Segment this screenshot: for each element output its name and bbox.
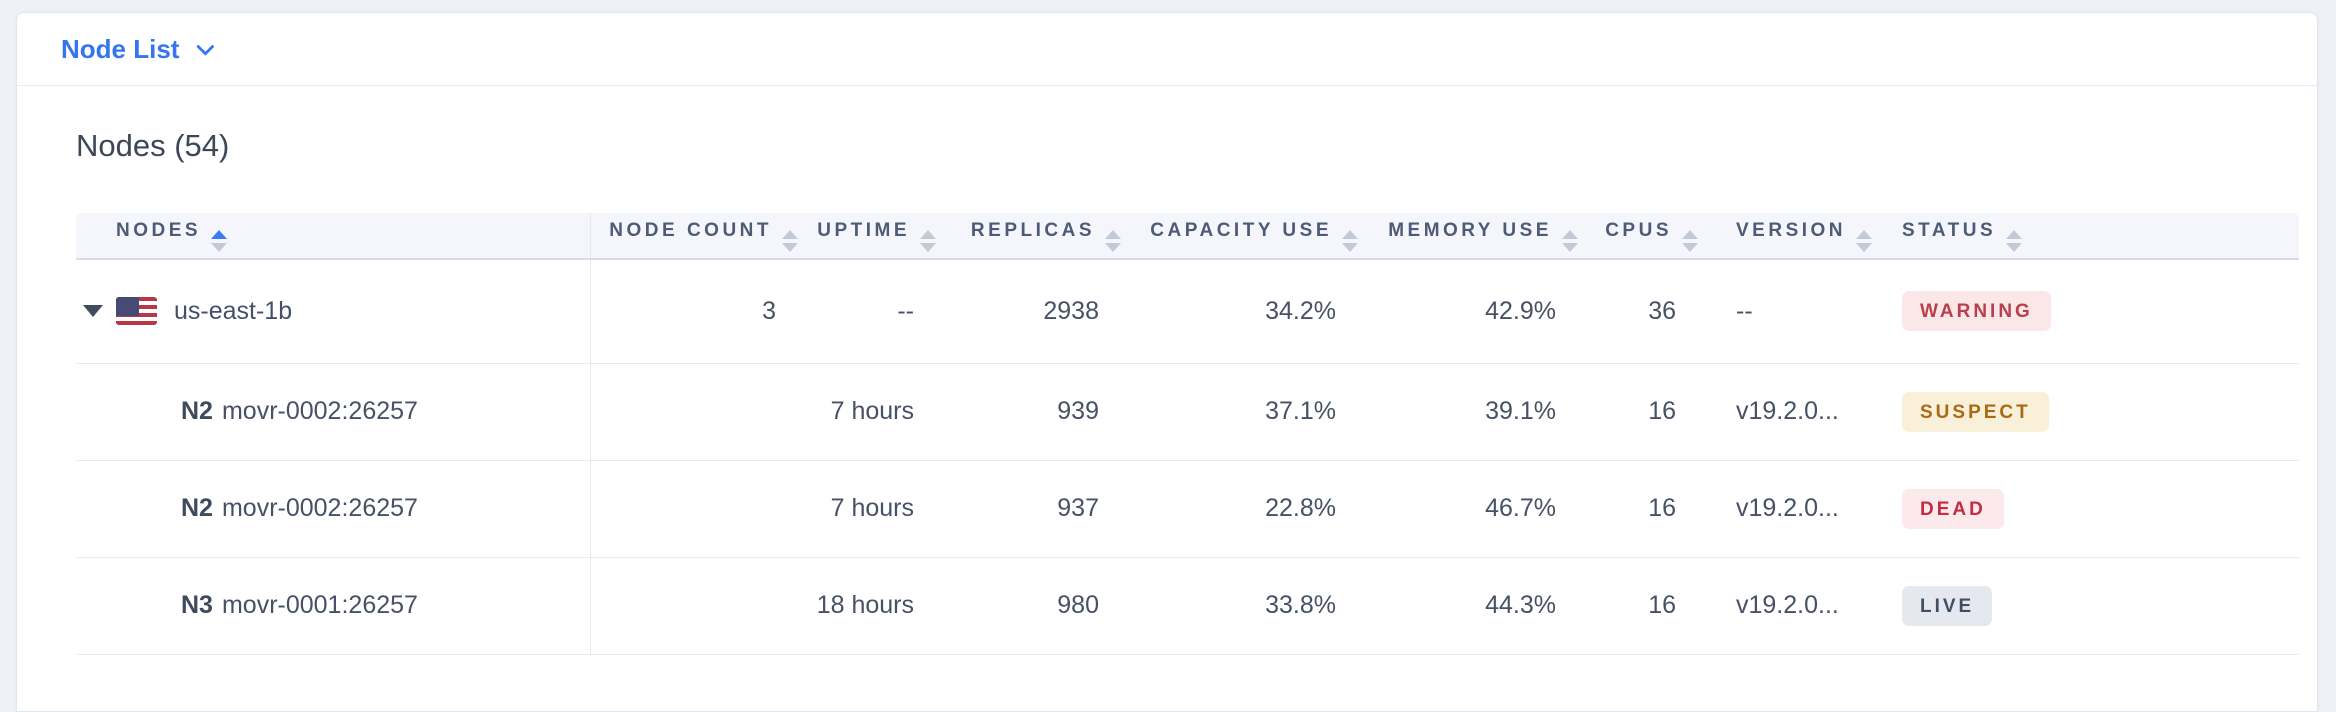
sort-icon xyxy=(1682,229,1698,252)
table-row-region: us-east-1b 3 -- 2938 34.2% 42.9% 36 -- W… xyxy=(76,259,2299,364)
cell-replicas: 980 xyxy=(939,557,1124,655)
cell-version: v19.2.0... xyxy=(1701,363,1881,461)
table-row-node: N2 movr-0002:26257 7 hours 939 37.1% 39.1… xyxy=(76,363,2299,461)
sort-icon xyxy=(2006,229,2023,252)
cell-replicas: 2938 xyxy=(939,259,1124,364)
cell-capacity-use: 22.8% xyxy=(1124,460,1361,558)
node-address[interactable]: movr-0002:26257 xyxy=(221,494,418,522)
sort-icon xyxy=(1105,229,1121,252)
column-header-nodes[interactable]: NODES xyxy=(76,213,591,260)
cell-replicas: 939 xyxy=(939,363,1124,461)
cell-memory-use: 44.3% xyxy=(1361,557,1581,655)
cell-node-count xyxy=(590,557,801,655)
node-id-link[interactable]: N2 xyxy=(181,494,213,522)
cell-version: v19.2.0... xyxy=(1701,460,1881,558)
column-header-uptime[interactable]: UPTIME xyxy=(801,213,939,260)
sort-icon xyxy=(1342,229,1358,252)
nodes-table: NODES NODE COUNT UPTIME REPLICAS CAPACIT… xyxy=(76,213,2299,655)
view-switcher-dropdown[interactable]: Node List xyxy=(61,33,215,65)
node-address[interactable]: movr-0001:26257 xyxy=(221,591,418,619)
cell-capacity-use: 37.1% xyxy=(1124,363,1361,461)
column-header-node-count[interactable]: NODE COUNT xyxy=(590,213,801,260)
cell-node-count: 3 xyxy=(590,259,801,364)
card-header: Node List xyxy=(17,13,2317,86)
cell-uptime: -- xyxy=(801,259,939,364)
cell-cpus: 16 xyxy=(1581,557,1701,655)
sort-icon xyxy=(1856,229,1873,252)
column-header-status[interactable]: STATUS xyxy=(1881,213,2299,260)
column-header-replicas[interactable]: REPLICAS xyxy=(939,213,1124,260)
sort-icon xyxy=(920,229,936,252)
cell-memory-use: 46.7% xyxy=(1361,460,1581,558)
cell-memory-use: 39.1% xyxy=(1361,363,1581,461)
region-name: us-east-1b xyxy=(174,296,293,325)
column-header-version[interactable]: VERSION xyxy=(1701,213,1881,260)
cell-version: -- xyxy=(1701,259,1881,364)
column-header-cpus[interactable]: CPUS xyxy=(1581,213,1701,260)
node-address[interactable]: movr-0002:26257 xyxy=(221,397,418,425)
cell-memory-use: 42.9% xyxy=(1361,259,1581,364)
view-switcher-label: Node List xyxy=(61,33,180,64)
status-badge: WARNING xyxy=(1902,291,2051,332)
table-header-row: NODES NODE COUNT UPTIME REPLICAS CAPACIT… xyxy=(76,213,2299,260)
cell-replicas: 937 xyxy=(939,460,1124,558)
cell-uptime: 7 hours xyxy=(801,460,939,558)
sort-icon xyxy=(211,229,228,252)
status-badge: LIVE xyxy=(1902,585,1993,626)
cell-node-count xyxy=(590,363,801,461)
status-badge: SUSPECT xyxy=(1902,391,2049,432)
card-body: Nodes (54) NODES NODE COUNT UPTIME xyxy=(17,86,2317,655)
table-row-node: N3 movr-0001:26257 18 hours 980 33.8% 44.… xyxy=(76,557,2299,655)
cell-uptime: 7 hours xyxy=(801,363,939,461)
us-flag-icon xyxy=(116,297,157,326)
cell-capacity-use: 34.2% xyxy=(1124,259,1361,364)
cell-uptime: 18 hours xyxy=(801,557,939,655)
node-list-card: Node List Nodes (54) NODES NODE COUNT xyxy=(16,12,2318,712)
column-header-capacity-use[interactable]: CAPACITY USE xyxy=(1124,213,1361,260)
cell-node-count xyxy=(590,460,801,558)
sort-icon xyxy=(1562,229,1578,252)
node-id-link[interactable]: N2 xyxy=(181,397,213,425)
cell-capacity-use: 33.8% xyxy=(1124,557,1361,655)
cell-cpus: 16 xyxy=(1581,363,1701,461)
node-id-link[interactable]: N3 xyxy=(181,591,213,619)
cell-version: v19.2.0... xyxy=(1701,557,1881,655)
cell-cpus: 16 xyxy=(1581,460,1701,558)
chevron-down-icon xyxy=(196,36,215,56)
table-row-node: N2 movr-0002:26257 7 hours 937 22.8% 46.7… xyxy=(76,460,2299,558)
page-title: Nodes (54) xyxy=(76,128,230,163)
status-badge: DEAD xyxy=(1902,488,2004,529)
column-header-memory-use[interactable]: MEMORY USE xyxy=(1361,213,1581,260)
collapse-caret-icon[interactable] xyxy=(83,305,103,318)
cell-cpus: 36 xyxy=(1581,259,1701,364)
sort-icon xyxy=(782,229,798,252)
